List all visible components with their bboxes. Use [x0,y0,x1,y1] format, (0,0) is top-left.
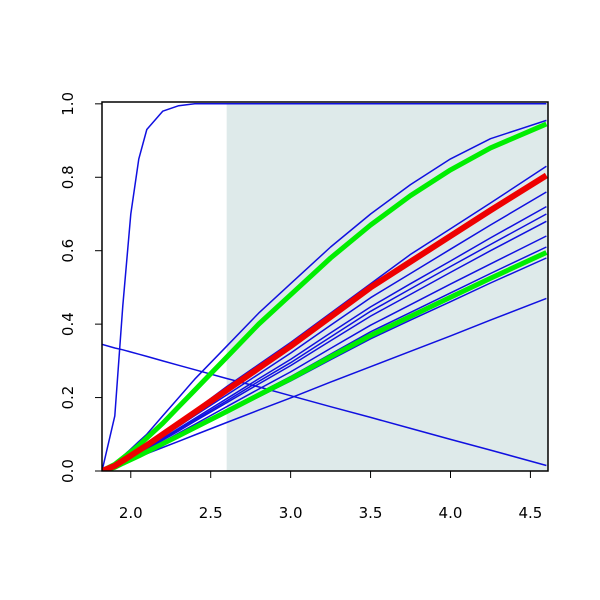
x-tick-label: 2.5 [199,504,223,522]
y-tick-label: 0.2 [59,386,77,410]
y-tick-label: 0.6 [59,239,77,263]
x-tick-label: 4.0 [439,504,463,522]
y-tick-label: 0.4 [59,312,77,336]
y-tick-label: 0.8 [59,165,77,189]
y-tick-label: 1.0 [59,92,77,116]
y-tick-label: 0.0 [59,459,77,483]
plot-frame [101,101,549,472]
x-tick-label: 4.5 [518,504,542,522]
curve [102,172,548,471]
x-tick-label: 3.0 [279,504,303,522]
plot-area [102,103,548,471]
x-tick-label: 3.5 [359,504,383,522]
curve [102,250,548,471]
curve [102,103,547,471]
x-tick-label: 2.0 [119,504,143,522]
